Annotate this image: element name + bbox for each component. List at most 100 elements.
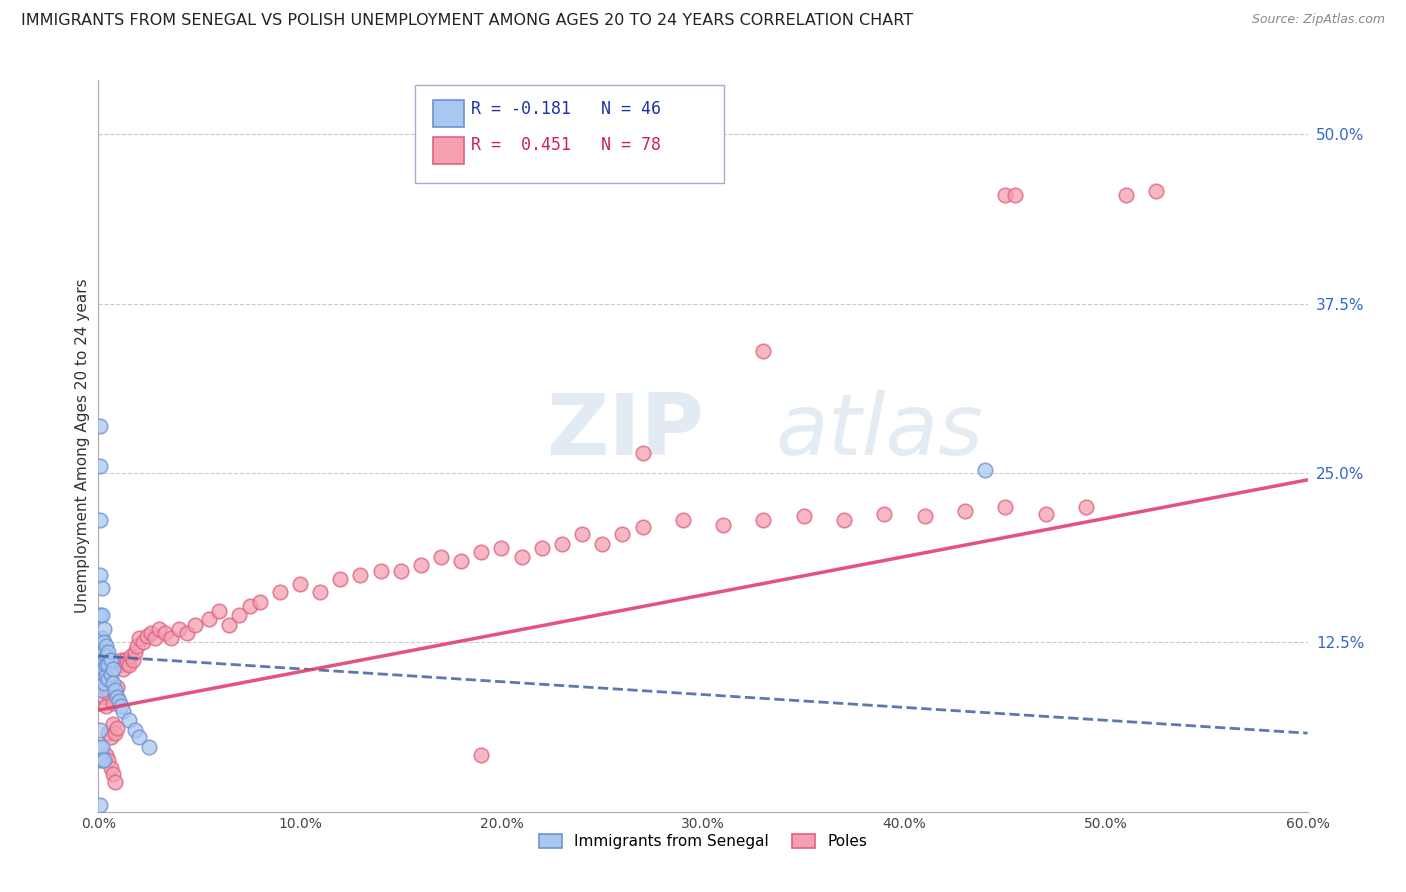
Point — [105, 721, 128, 735]
Point — [89, 608, 111, 623]
Point — [97, 672, 120, 686]
Point — [97, 658, 120, 673]
Point — [349, 567, 371, 582]
Point — [101, 766, 124, 780]
Point — [470, 747, 492, 762]
Point — [530, 541, 553, 555]
Point — [218, 617, 240, 632]
Point — [96, 680, 118, 694]
Text: R = -0.181   N = 46: R = -0.181 N = 46 — [471, 100, 661, 118]
Point — [124, 723, 146, 738]
Point — [93, 672, 115, 686]
Point — [1035, 507, 1057, 521]
Point — [97, 753, 120, 767]
Point — [91, 753, 114, 767]
Point — [370, 564, 392, 578]
Point — [103, 685, 125, 699]
Point — [1146, 185, 1168, 199]
Point — [115, 656, 138, 670]
Point — [111, 663, 134, 677]
Point — [793, 509, 815, 524]
Point — [176, 626, 198, 640]
Point — [97, 726, 120, 740]
Point — [101, 697, 124, 711]
Point — [288, 577, 311, 591]
Point — [89, 797, 111, 812]
Point — [96, 640, 118, 654]
Point — [89, 739, 111, 754]
Point — [711, 517, 734, 532]
Text: IMMIGRANTS FROM SENEGAL VS POLISH UNEMPLOYMENT AMONG AGES 20 TO 24 YEARS CORRELA: IMMIGRANTS FROM SENEGAL VS POLISH UNEMPL… — [21, 13, 914, 29]
Point — [143, 632, 166, 646]
Point — [91, 739, 114, 754]
Point — [107, 693, 129, 707]
Point — [89, 669, 111, 683]
Point — [1004, 188, 1026, 202]
Point — [551, 536, 574, 550]
Point — [100, 666, 122, 681]
Point — [249, 595, 271, 609]
Point — [97, 645, 120, 659]
Point — [914, 509, 936, 524]
Point — [752, 514, 775, 528]
Point — [96, 747, 118, 762]
Point — [510, 550, 533, 565]
Point — [409, 558, 432, 573]
Point — [101, 663, 124, 677]
Point — [89, 459, 111, 474]
Point — [103, 682, 125, 697]
Point — [125, 640, 148, 654]
Point — [103, 775, 125, 789]
Point — [89, 514, 111, 528]
Point — [994, 188, 1017, 202]
Point — [132, 635, 155, 649]
Text: ZIP: ZIP — [546, 390, 703, 473]
Point — [93, 690, 115, 704]
Point — [491, 541, 513, 555]
Point — [105, 680, 128, 694]
Point — [101, 676, 124, 690]
Y-axis label: Unemployment Among Ages 20 to 24 years: Unemployment Among Ages 20 to 24 years — [75, 278, 90, 614]
Point — [101, 716, 124, 731]
Point — [91, 658, 114, 673]
Point — [591, 536, 613, 550]
Point — [128, 632, 150, 646]
Legend: Immigrants from Senegal, Poles: Immigrants from Senegal, Poles — [533, 828, 873, 855]
Point — [91, 632, 114, 646]
Point — [93, 653, 115, 667]
Point — [184, 617, 207, 632]
Point — [96, 658, 118, 673]
Point — [107, 658, 129, 673]
Point — [89, 567, 111, 582]
Point — [953, 504, 976, 518]
Point — [631, 520, 654, 534]
Point — [91, 581, 114, 595]
Point — [160, 632, 183, 646]
Point — [100, 730, 122, 744]
Point — [93, 635, 115, 649]
Point — [672, 514, 695, 528]
Point — [96, 669, 118, 683]
Point — [118, 658, 141, 673]
Point — [114, 653, 136, 667]
Point — [93, 676, 115, 690]
Point — [450, 554, 472, 568]
Point — [135, 629, 157, 643]
Text: R =  0.451   N = 78: R = 0.451 N = 78 — [471, 136, 661, 153]
Text: Source: ZipAtlas.com: Source: ZipAtlas.com — [1251, 13, 1385, 27]
Point — [612, 527, 634, 541]
Point — [103, 726, 125, 740]
Point — [105, 690, 128, 704]
Point — [208, 604, 231, 618]
Point — [309, 585, 332, 599]
Point — [89, 418, 111, 433]
Text: atlas: atlas — [776, 390, 984, 473]
Point — [139, 626, 162, 640]
Point — [96, 648, 118, 663]
Point — [124, 645, 146, 659]
Point — [100, 653, 122, 667]
Point — [91, 645, 114, 659]
Point — [93, 645, 115, 659]
Point — [974, 463, 997, 477]
Point — [91, 682, 114, 697]
